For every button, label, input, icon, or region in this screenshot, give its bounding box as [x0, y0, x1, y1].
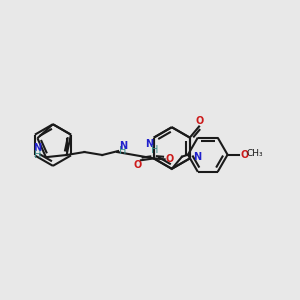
Text: H: H	[151, 145, 158, 154]
Text: O: O	[240, 150, 249, 160]
Text: H: H	[119, 146, 127, 156]
Text: N: N	[33, 143, 41, 153]
Text: N: N	[119, 141, 127, 151]
Text: O: O	[134, 160, 142, 170]
Text: O: O	[196, 116, 204, 126]
Text: O: O	[166, 154, 174, 164]
Text: CH₃: CH₃	[246, 149, 263, 158]
Text: N: N	[193, 152, 201, 162]
Text: H: H	[34, 150, 41, 160]
Text: N: N	[145, 139, 153, 148]
